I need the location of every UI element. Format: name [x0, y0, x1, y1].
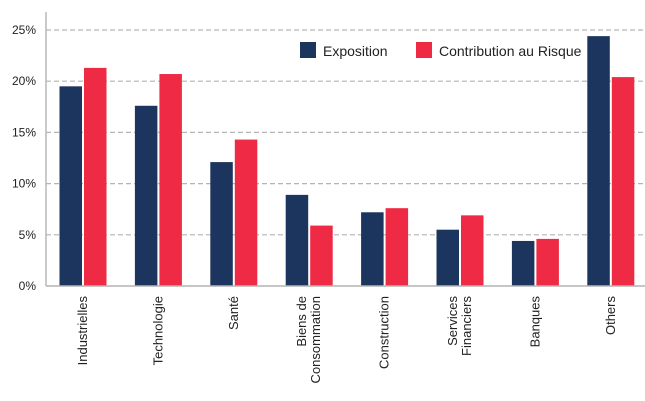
- legend-label-contribution: Contribution au Risque: [439, 43, 582, 59]
- y-tick-label: 20%: [12, 74, 36, 88]
- legend-swatch-contribution: [416, 42, 432, 58]
- x-category-label: Technologie: [150, 296, 165, 365]
- bar-contribution-1: [159, 74, 182, 286]
- x-category-label: Financiers: [459, 296, 474, 356]
- x-category-label: Services: [445, 296, 460, 346]
- bar-exposition-4: [361, 212, 384, 286]
- bar-exposition-7: [587, 36, 610, 287]
- bar-exposition-3: [285, 194, 309, 286]
- legend-swatch-exposition: [300, 42, 316, 58]
- legend: Exposition Contribution au Risque: [300, 42, 582, 59]
- x-category-label: Consommation: [308, 296, 323, 383]
- bar-contribution-6: [536, 238, 559, 286]
- bar-contribution-4: [385, 208, 409, 286]
- x-category-label: Biens de: [294, 296, 309, 347]
- x-category-label: Industrielles: [75, 296, 90, 366]
- bar-exposition-2: [210, 162, 233, 286]
- x-category-label: Banques: [527, 296, 542, 348]
- x-category-label: Others: [603, 296, 618, 336]
- bar-exposition-0: [59, 86, 82, 286]
- legend-label-exposition: Exposition: [323, 43, 388, 59]
- bar-exposition-1: [134, 105, 158, 286]
- y-tick-label: 0%: [19, 279, 37, 293]
- bar-contribution-0: [84, 67, 107, 286]
- bar-contribution-3: [310, 225, 333, 286]
- y-tick-label: 10%: [12, 177, 36, 191]
- axis-layer: 0% 5% 10% 15% 20% 25% Industrielles Technologie…: [12, 12, 645, 383]
- bar-exposition-6: [511, 240, 535, 286]
- bar-contribution-7: [611, 77, 635, 286]
- bar-exposition-5: [436, 229, 459, 286]
- y-tick-label: 5%: [19, 228, 37, 242]
- bars-layer: [59, 36, 635, 287]
- x-category-label: Construction: [377, 296, 392, 369]
- y-tick-label: 15%: [12, 125, 36, 139]
- bar-contribution-5: [461, 215, 484, 286]
- bar-contribution-2: [234, 139, 258, 286]
- x-category-label: Santé: [226, 296, 241, 330]
- y-tick-label: 25%: [12, 23, 36, 37]
